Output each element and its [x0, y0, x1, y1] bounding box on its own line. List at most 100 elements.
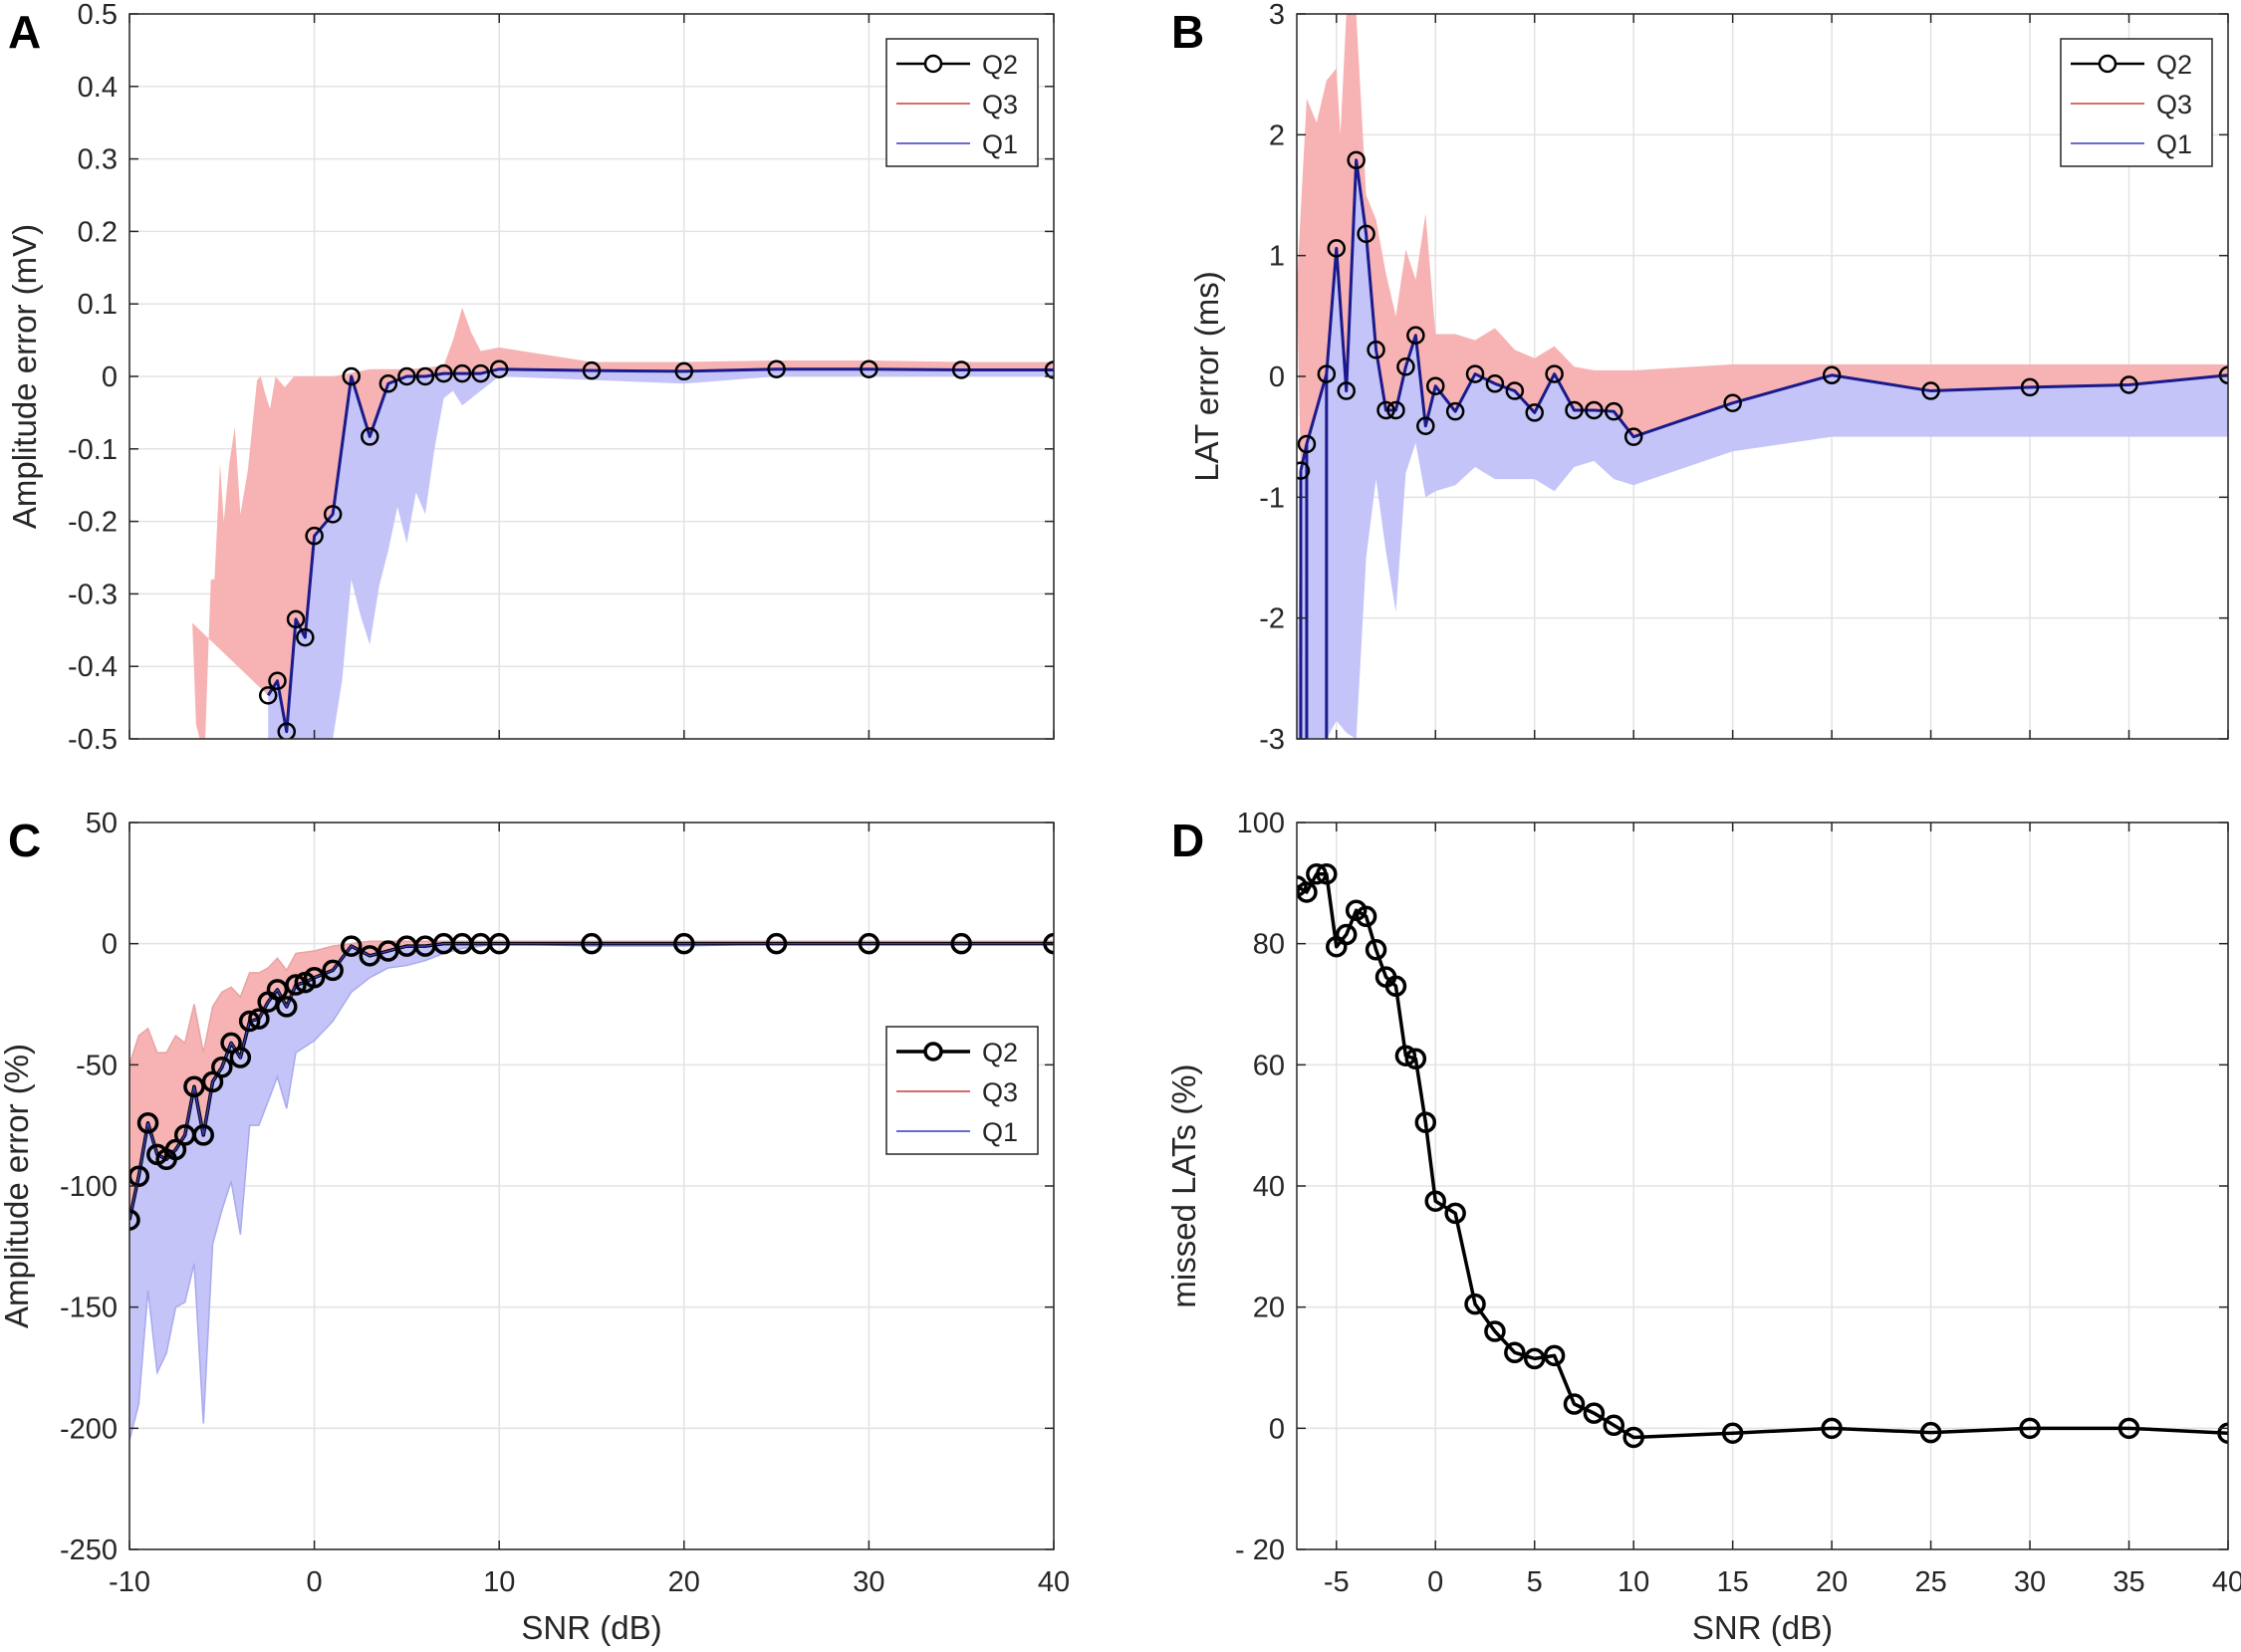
series-point [1365, 939, 1387, 961]
legend-label-q1: Q1 [2156, 129, 2192, 159]
x-tick-label: 40 [1038, 1566, 1070, 1598]
plot-content [1297, 862, 2228, 1449]
q2-point [268, 671, 287, 691]
legend-label-q2: Q2 [982, 50, 1018, 80]
series-point [2019, 1417, 2041, 1440]
x-tick-label: -10 [109, 1566, 150, 1598]
q2-point [342, 366, 361, 386]
series-point [1622, 1426, 1644, 1449]
legend-label-q3: Q3 [982, 90, 1018, 119]
q2-point [2218, 365, 2228, 385]
x-tick-label: 35 [2113, 1566, 2144, 1598]
y-tick-label: 80 [1253, 929, 1285, 961]
x-tick-label: 30 [2014, 1566, 2046, 1598]
q2-point [1044, 360, 1054, 379]
y-tick-label: -0.1 [68, 434, 118, 466]
y-tick-label: -1 [1259, 482, 1285, 514]
q2-point [1723, 393, 1742, 412]
legend: Q2 Q3 Q1 [885, 1026, 1039, 1155]
panel-letter: B [1171, 6, 1204, 58]
series-point [1563, 1393, 1586, 1415]
y-tick-label: 0 [1269, 361, 1285, 393]
q2-point [434, 363, 453, 383]
q2-point [1485, 374, 1505, 393]
series-point [1484, 1320, 1506, 1342]
q2-point [211, 1057, 233, 1078]
panel-letter: D [1171, 815, 1204, 866]
y-tick-label: -200 [60, 1413, 118, 1445]
legend-label-q1: Q1 [982, 1117, 1018, 1147]
y-axis-label: LAT error (ms) [1188, 271, 1225, 481]
y-tick-label: -0.2 [68, 507, 118, 539]
y-tick-label: 0.2 [78, 216, 118, 248]
q2-point [1327, 239, 1347, 258]
series-point [2117, 1417, 2140, 1440]
q2-point [1505, 381, 1525, 400]
y-tick-label: 2 [1269, 119, 1285, 151]
q1-band [1297, 159, 2228, 739]
series-point [1721, 1422, 1744, 1444]
series-point [1523, 1347, 1546, 1370]
series-point [1919, 1421, 1942, 1444]
series-point [1306, 862, 1328, 885]
q2-point [1921, 381, 1940, 400]
q2-point [950, 932, 972, 955]
x-tick-label: 20 [668, 1566, 700, 1598]
y-tick-label: -50 [76, 1050, 118, 1081]
q2-point [673, 932, 695, 955]
x-tick-label: 20 [1816, 1566, 1848, 1598]
q2-point [1347, 150, 1366, 170]
q2-point [951, 360, 971, 379]
q2-point [767, 359, 786, 378]
q2-point [1406, 326, 1425, 345]
series-point [1464, 1293, 1486, 1315]
q2-point [1426, 376, 1445, 395]
q2-point [361, 427, 379, 446]
q2-point [397, 366, 416, 386]
plot-content [1297, 14, 2228, 739]
panel-b: -3 -2 -1 0 1 2 3 LAT error (ms) B Q2 Q3 Q1 [1171, 0, 2229, 756]
q2-point [2119, 375, 2138, 394]
y-tick-label: -100 [60, 1171, 118, 1203]
y-tick-label: 40 [1253, 1171, 1285, 1203]
y-tick-label: 0.5 [78, 0, 118, 31]
series-point [1355, 905, 1377, 928]
q2-point [581, 932, 603, 955]
panel-letter: A [8, 6, 41, 58]
q2-point [858, 932, 880, 955]
q2-point [201, 1070, 224, 1093]
y-tick-label: 0.4 [78, 72, 118, 104]
q2-point [1357, 224, 1375, 244]
y-tick-label: -0.5 [68, 724, 118, 756]
x-tick-label: 0 [1427, 1566, 1443, 1598]
y-tick-label: 3 [1269, 0, 1285, 31]
q3-band [1297, 14, 2228, 471]
y-tick-label: 50 [86, 808, 118, 839]
q2-point [1525, 403, 1544, 422]
q2-point [1386, 400, 1405, 420]
legend: Q2 Q3 Q1 [2060, 38, 2213, 167]
legend-label-q2: Q2 [982, 1038, 1018, 1067]
x-tick-label: -5 [1324, 1566, 1350, 1598]
q2-point [2020, 377, 2040, 397]
y-tick-label: -250 [60, 1534, 118, 1566]
y-tick-label: 1 [1269, 241, 1285, 273]
y-tick-label: -2 [1259, 603, 1285, 635]
q2-point [323, 505, 343, 524]
y-tick-label: 0 [1269, 1413, 1285, 1445]
q2-point [286, 609, 306, 629]
y-tick-label: 0.1 [78, 289, 118, 321]
x-tick-label: 30 [853, 1566, 884, 1598]
q2-point [1605, 401, 1623, 421]
series-point [1504, 1341, 1526, 1364]
series-point [1335, 923, 1358, 946]
y-tick-label: 0.3 [78, 144, 118, 176]
q2-point [192, 1124, 214, 1146]
q2-point [488, 932, 510, 955]
y-tick-label: -0.4 [68, 651, 118, 683]
q2-point [860, 359, 878, 378]
plot-content [129, 932, 1054, 1441]
q2-point [229, 1047, 252, 1068]
